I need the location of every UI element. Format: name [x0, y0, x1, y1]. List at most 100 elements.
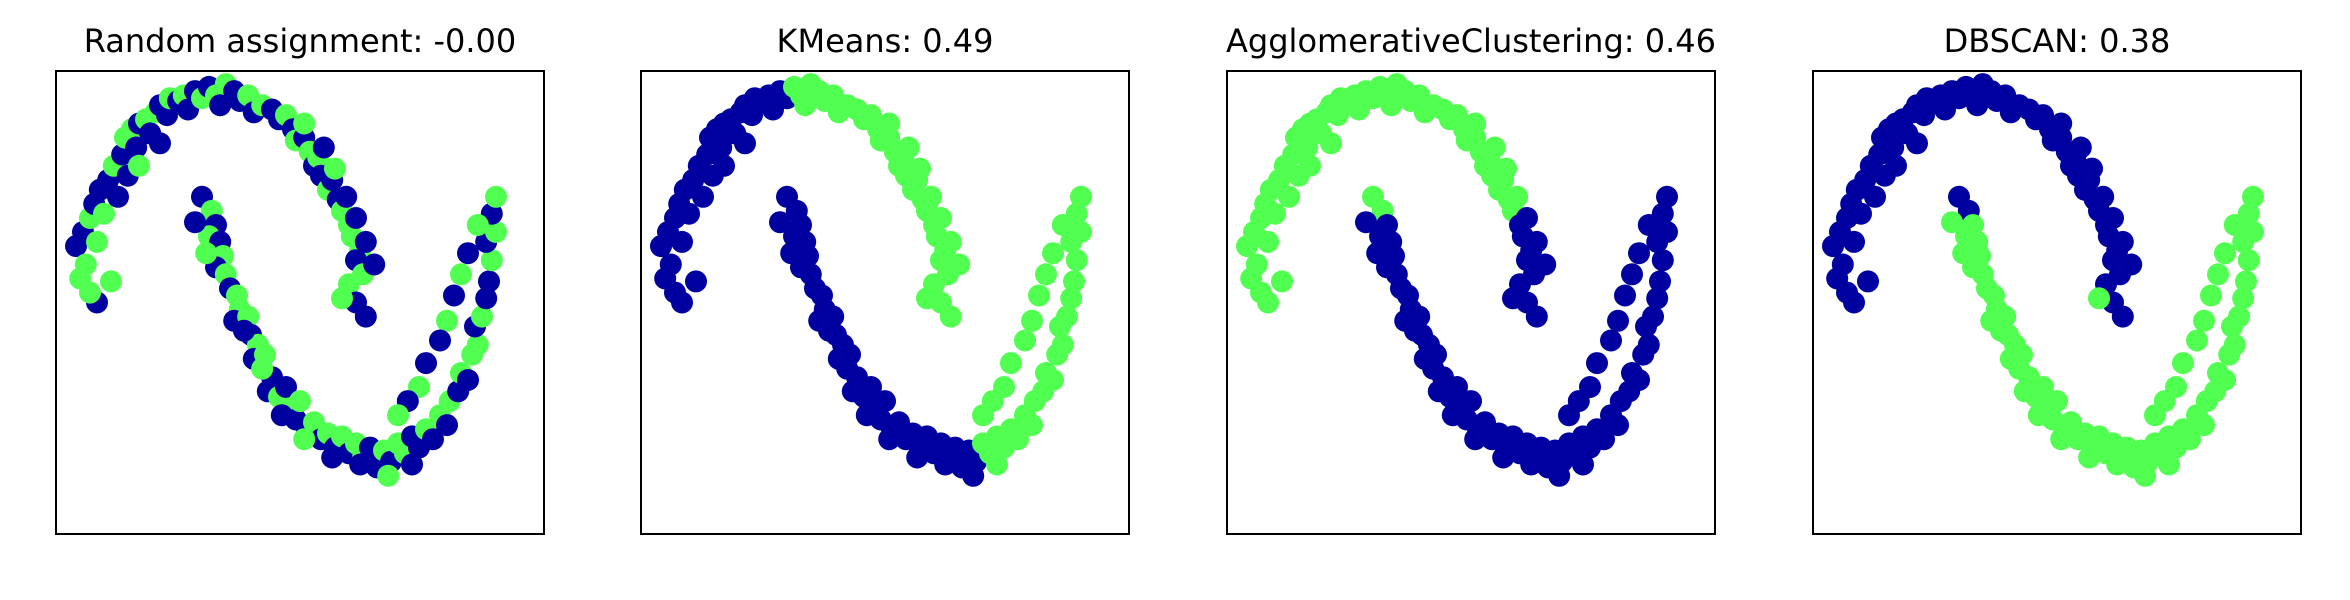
scatter-point: [1464, 112, 1487, 135]
scatter-point: [2214, 242, 2236, 265]
scatter-point: [1941, 211, 1963, 234]
scatter-point: [100, 270, 122, 293]
scatter-point: [2092, 185, 2115, 208]
scatter-point: [2193, 414, 2215, 437]
scatter-point: [1637, 214, 1660, 236]
scatter-point: [1051, 333, 1074, 356]
scatter-plot-kmeans: [640, 70, 1130, 535]
axes-frame: [1812, 70, 2302, 535]
scatter-point: [2134, 464, 2157, 487]
scatter-point: [2106, 453, 2129, 476]
scatter-point: [377, 464, 400, 487]
scatter-point: [1380, 94, 1403, 117]
scatter-point: [2027, 404, 2050, 427]
scatter-point: [1857, 270, 1879, 293]
scatter-point: [920, 185, 943, 208]
scatter-points: [1236, 73, 1678, 487]
scatter-point: [1502, 287, 1524, 310]
scatter-point: [1014, 329, 1036, 352]
scatter-point: [86, 230, 108, 253]
scatter-point: [1628, 242, 1650, 265]
scatter-point: [897, 136, 920, 159]
scatter-point: [209, 94, 232, 117]
scatter-point: [1548, 464, 1571, 487]
scatter-point: [1299, 154, 1321, 177]
scatter-point: [1051, 214, 1074, 236]
scatter-point: [1042, 242, 1064, 265]
scatter-point: [74, 253, 97, 276]
scatter-point: [878, 112, 901, 135]
scatter-point: [2235, 270, 2257, 293]
scatter-point: [331, 287, 353, 310]
scatter-point: [2032, 376, 2054, 398]
scatter-point: [107, 185, 129, 208]
scatter-points: [65, 73, 507, 487]
scatter-point: [2111, 305, 2134, 328]
scatter-point: [2050, 428, 2073, 451]
scatter-point: [2046, 390, 2068, 413]
scatter-point: [415, 352, 437, 375]
scatter-point: [906, 446, 929, 469]
scatter-point: [450, 263, 472, 286]
scatter-point: [2223, 214, 2246, 236]
chart-title: DBSCAN: 0.38: [1943, 22, 2171, 60]
scatter-point: [233, 319, 255, 342]
scatter-point: [293, 112, 316, 135]
scatter-point: [457, 369, 479, 391]
scatter-point: [195, 242, 218, 265]
scatter-point: [1007, 428, 1029, 451]
chart-title: AgglomerativeClustering: 0.46: [1226, 22, 1716, 60]
scatter-point: [436, 309, 458, 332]
scatter-point: [1441, 404, 1464, 427]
scatter-point: [2207, 263, 2229, 286]
scatter-point: [1885, 154, 1907, 177]
scatter-point: [1355, 211, 1377, 234]
scatter-point: [1021, 309, 1043, 332]
scatter-point: [289, 390, 311, 413]
scatter-point: [664, 281, 686, 304]
scatter-point: [2214, 369, 2236, 391]
scatter-point: [93, 202, 115, 225]
scatter-point: [1366, 242, 1389, 265]
scatter-plot-agglomerative: [1226, 70, 1716, 535]
scatter-point: [1882, 136, 1905, 159]
scatter-point: [878, 428, 901, 451]
scatter-point: [457, 242, 479, 265]
scatter-point: [324, 157, 346, 180]
scatter-point: [2008, 357, 2031, 380]
axes-frame: [1226, 70, 1716, 535]
scatter-point: [345, 207, 367, 229]
scatter-point: [2050, 112, 2073, 135]
scatter-point: [1422, 357, 1445, 380]
panel-dbscan: DBSCAN: 0.38: [1812, 0, 2302, 560]
chart-title: Random assignment: -0.00: [83, 22, 517, 60]
scatter-point: [184, 211, 206, 234]
scatter-point: [1320, 132, 1342, 155]
scatter-point: [2144, 404, 2166, 427]
scatter-point: [818, 319, 840, 342]
panel-random: Random assignment: -0.00: [55, 0, 545, 560]
scatter-point: [948, 253, 971, 276]
scatter-point: [2228, 305, 2250, 328]
scatter-point: [466, 214, 489, 236]
scatter-point: [2111, 230, 2134, 253]
scatter-point: [2102, 207, 2124, 229]
scatter-point: [1271, 270, 1293, 293]
axes-frame: [640, 70, 1130, 535]
scatter-point: [1600, 329, 1622, 352]
scatter-point: [1637, 333, 1660, 356]
scatter-point: [1607, 414, 1629, 437]
scatter-point: [2242, 221, 2264, 243]
scatter-point: [2078, 446, 2101, 469]
scatter-point: [349, 453, 372, 476]
scatter-point: [678, 202, 700, 225]
scatter-point: [909, 157, 931, 180]
scatter-point: [986, 453, 1008, 476]
scatter-point: [1649, 270, 1671, 293]
scatter-point: [1000, 352, 1022, 375]
scatter-point: [485, 185, 507, 208]
scatter-point: [1506, 185, 1529, 208]
scatter-point: [1070, 185, 1092, 208]
scatter-point: [1492, 446, 1515, 469]
scatter-point: [1558, 404, 1580, 427]
